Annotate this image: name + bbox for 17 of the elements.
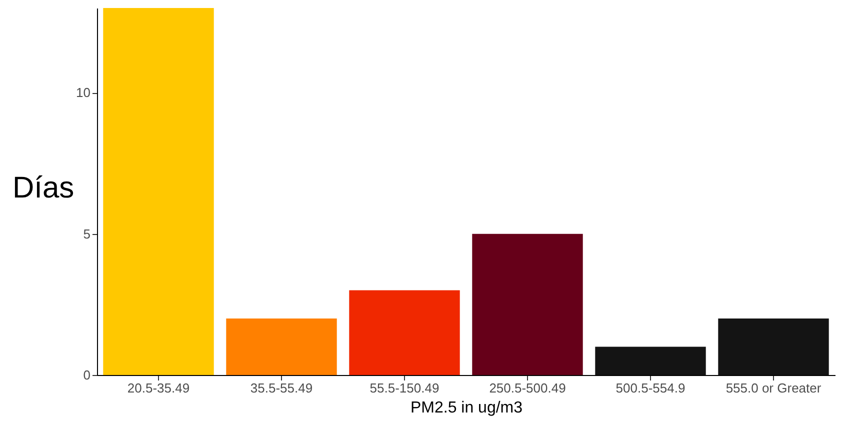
bar: [103, 8, 214, 375]
bar: [349, 290, 460, 375]
x-axis-title: PM2.5 in ug/m3: [410, 400, 523, 416]
y-tick-label: 5: [83, 226, 90, 242]
bar: [226, 318, 337, 375]
bar: [472, 234, 583, 375]
x-tick-label: 55.5-150.49: [370, 380, 440, 396]
x-tick-label: 500.5-554.9: [616, 380, 686, 396]
x-tick-label: 35.5-55.49: [250, 380, 313, 396]
x-tick-label: 20.5-35.49: [127, 380, 190, 396]
y-tick-label: 0: [83, 368, 90, 382]
y-tick-label: 10: [76, 85, 90, 100]
bar: [718, 318, 829, 375]
x-tick-label: 250.5-500.49: [489, 380, 566, 396]
y-axis-title: Días: [12, 172, 74, 204]
x-tick-label: 555.0 or Greater: [726, 380, 822, 396]
bar: [595, 346, 706, 375]
